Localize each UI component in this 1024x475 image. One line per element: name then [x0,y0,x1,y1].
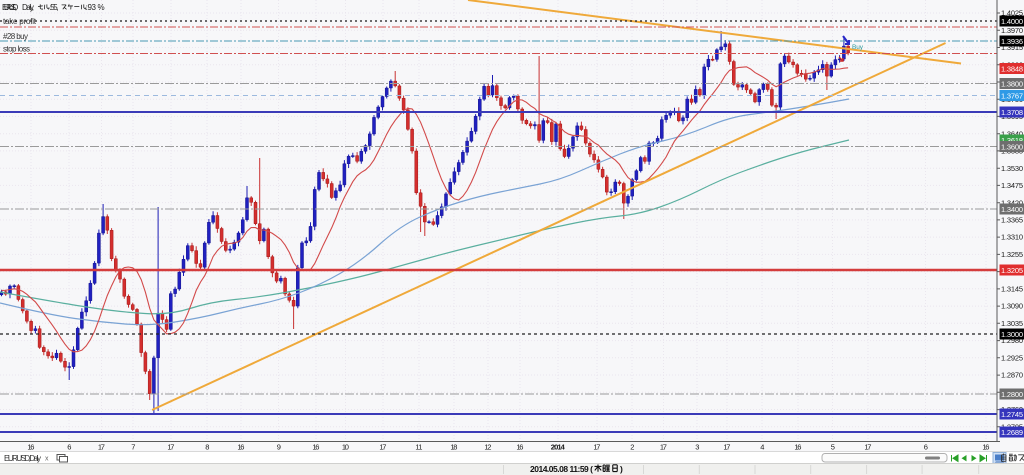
svg-text:1.2870: 1.2870 [1001,371,1023,380]
svg-text:Daily,: Daily, [22,3,34,12]
svg-text:): ) [620,464,623,474]
svg-text:17: 17 [660,443,667,452]
svg-text:6: 6 [924,443,928,452]
svg-text:EURUSD,Daily: EURUSD,Daily [4,454,41,463]
svg-text:1.3475: 1.3475 [1001,181,1023,190]
svg-text:1.3618: 1.3618 [1001,136,1023,145]
svg-text:1.4025: 1.4025 [1001,9,1023,18]
svg-text:17: 17 [723,443,730,452]
svg-text:12: 12 [484,443,491,452]
svg-text:x: x [45,456,49,463]
svg-text:1.2800: 1.2800 [1001,390,1023,399]
svg-text:take profit: take profit [3,17,37,26]
svg-text:16: 16 [312,443,319,452]
svg-text::93 %: :93 % [86,3,105,12]
svg-text:1.3365: 1.3365 [1001,216,1023,225]
svg-text:2014: 2014 [551,443,566,452]
svg-text:3: 3 [695,443,699,452]
svg-text:9: 9 [277,443,281,452]
svg-text:16: 16 [794,443,801,452]
svg-text:Buy: Buy [852,44,864,51]
svg-text:1.2925: 1.2925 [1001,353,1023,362]
svg-text:1.3800: 1.3800 [1001,79,1023,88]
svg-text:7: 7 [131,443,135,452]
svg-text:4: 4 [760,443,764,452]
svg-text:17: 17 [98,443,105,452]
svg-text:10: 10 [342,443,349,452]
svg-text:17: 17 [593,443,600,452]
svg-text:6: 6 [67,443,71,452]
svg-text:1.3970: 1.3970 [1001,26,1023,35]
svg-text:1.2689: 1.2689 [1001,428,1023,437]
svg-text:1.3205: 1.3205 [1001,266,1023,275]
svg-text:5: 5 [831,443,835,452]
svg-text:EURUSD,: EURUSD, [2,3,18,12]
svg-text:11: 11 [415,443,422,452]
svg-text:1.2745: 1.2745 [1001,410,1023,419]
svg-text:8: 8 [205,443,209,452]
svg-text:1.3848: 1.3848 [1001,64,1023,73]
svg-text:1.3255: 1.3255 [1001,250,1023,259]
svg-text:1.2980: 1.2980 [1001,336,1023,345]
svg-text:1.3420: 1.3420 [1001,198,1023,207]
svg-text:16: 16 [27,443,34,452]
svg-text:1.3708: 1.3708 [1001,108,1023,117]
svg-text:1.3310: 1.3310 [1001,233,1023,242]
svg-text:1.3090: 1.3090 [1001,302,1023,311]
svg-text:1.3145: 1.3145 [1001,285,1023,294]
svg-text::55,: :55, [50,3,59,12]
svg-text:17: 17 [864,443,871,452]
svg-text:1.3400: 1.3400 [1001,205,1023,214]
svg-text:1.3936: 1.3936 [1001,37,1023,46]
svg-text:2014.05.08 11:59 (: 2014.05.08 11:59 ( [530,464,593,474]
svg-text:1.3035: 1.3035 [1001,319,1023,328]
svg-text:1.3640: 1.3640 [1001,129,1023,138]
svg-text:16: 16 [237,443,244,452]
svg-text:1.3915: 1.3915 [1001,43,1023,52]
svg-text:#28 buy: #28 buy [3,32,28,41]
svg-text:18: 18 [450,443,457,452]
svg-text:2: 2 [630,443,634,452]
svg-text:1.3000: 1.3000 [1001,330,1023,339]
svg-text:16: 16 [516,443,523,452]
svg-text:17: 17 [379,443,386,452]
svg-text:1.3530: 1.3530 [1001,164,1023,173]
svg-text:1.3600: 1.3600 [1001,142,1023,151]
svg-text:17: 17 [167,443,174,452]
svg-text:1.4000: 1.4000 [1001,17,1023,26]
svg-text:stop loss: stop loss [3,45,30,54]
svg-text:1.3767: 1.3767 [1001,91,1023,100]
svg-text:16: 16 [982,443,989,452]
